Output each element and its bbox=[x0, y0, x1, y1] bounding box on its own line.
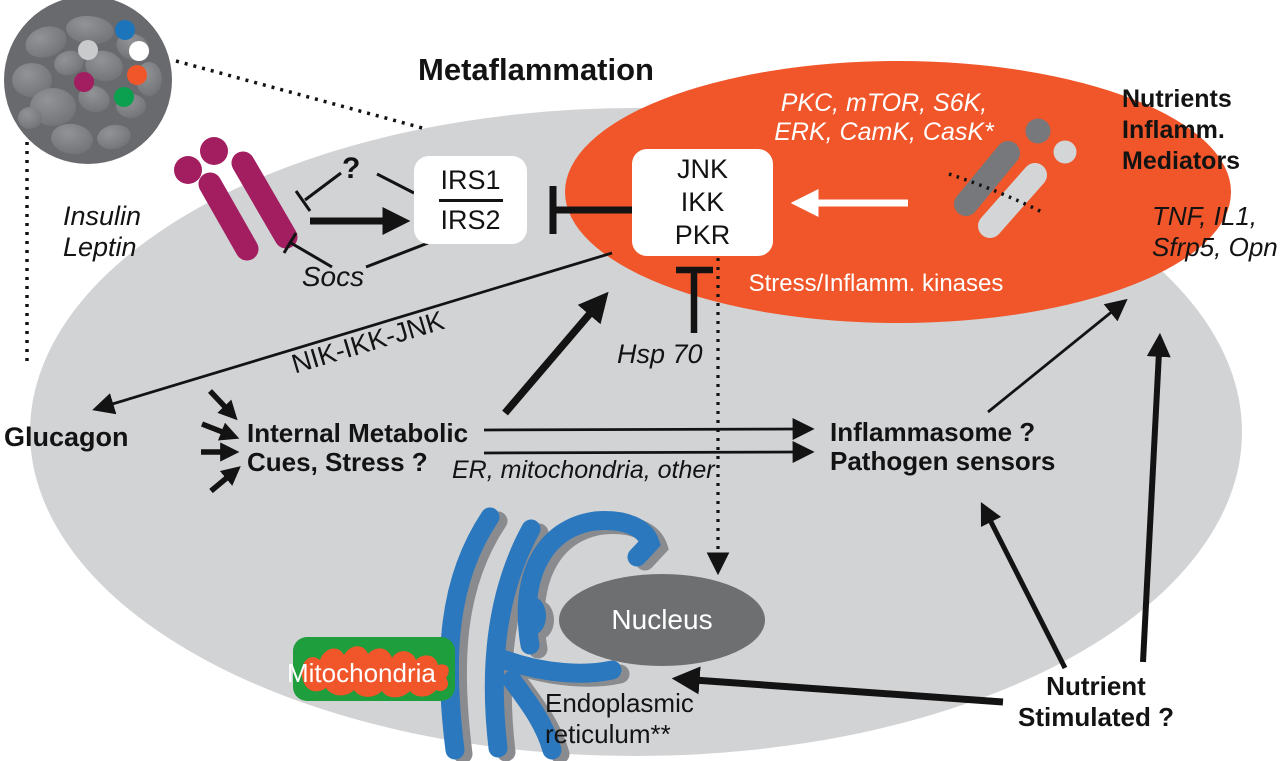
inhibit-kinases-to-irs bbox=[549, 186, 632, 234]
arrow-inflammasome-to-kinases bbox=[987, 298, 1128, 414]
nutrients-label: Nutrients Inflamm. Mediators bbox=[1122, 85, 1241, 175]
pkr-label: PKR bbox=[674, 220, 731, 250]
mediators-label: TNF, IL1, Sfrp5, Opn bbox=[1152, 201, 1278, 262]
irs2-label: IRS2 bbox=[440, 204, 501, 235]
stress-kinase-box: JNK IKK PKR bbox=[632, 149, 773, 256]
tissue-cell-dot-green bbox=[114, 87, 134, 107]
glucagon-label: Glucagon bbox=[4, 422, 129, 452]
er-label: Endoplasmic reticulum** bbox=[545, 688, 694, 749]
arrow-nutrient-to-nucleus bbox=[671, 666, 1004, 706]
arrows-into-internal-cues bbox=[200, 389, 241, 494]
inhibit-hsp70-to-kinases bbox=[676, 266, 713, 333]
arrow-nutrient-to-membrane bbox=[1140, 332, 1171, 663]
nutrient-stimulated-label: Nutrient Stimulated ? bbox=[1017, 671, 1175, 732]
inhibit-unknown-to-receptor bbox=[294, 171, 415, 212]
orange-kinase-list: PKC, mTOR, S6K, ERK, CamK, CasK* bbox=[774, 89, 994, 146]
tissue-cell-dot-silver bbox=[78, 40, 98, 60]
inflammasome-label: Inflammasome ? Pathogen sensors bbox=[830, 417, 1056, 476]
arrow-cues-to-inflammasome-1 bbox=[483, 418, 815, 441]
socs-label: Socs bbox=[301, 261, 365, 292]
mitochondria-label: Mitochondria bbox=[287, 658, 436, 688]
ikk-label: IKK bbox=[680, 187, 725, 217]
insulin-receptor-icon bbox=[174, 137, 298, 261]
irs1-label: IRS1 bbox=[440, 164, 501, 195]
er-icon bbox=[439, 507, 661, 760]
adipose-tissue-icon bbox=[4, 0, 172, 164]
page-title: Metaflammation bbox=[418, 52, 654, 87]
irs-box: IRS1 IRS2 bbox=[414, 156, 527, 244]
nucleus-label: Nucleus bbox=[611, 604, 713, 635]
arrow-cues-to-inflammasome-2 bbox=[483, 441, 815, 464]
tissue-cell-dot-orange bbox=[127, 65, 147, 85]
nutrient-receptor-icon bbox=[948, 118, 1077, 238]
ligand-label: Insulin Leptin bbox=[63, 201, 142, 263]
arrow-nik-ikk-jnk-to-glucagon bbox=[92, 251, 613, 415]
organelle-sources-label: ER, mitochondria, other bbox=[452, 456, 715, 484]
mitochondria-icon bbox=[293, 637, 455, 701]
orange-caption: Stress/Inflamm. kinases bbox=[748, 270, 1004, 297]
tissue-zoom-connectors bbox=[25, 59, 427, 362]
tissue-cell-dot-blue bbox=[115, 20, 135, 40]
internal-cues-label: Internal Metabolic Cues, Stress ? bbox=[247, 418, 469, 477]
inhibit-socs-to-receptor bbox=[282, 232, 429, 269]
jnk-label: JNK bbox=[676, 154, 728, 184]
arrow-cues-to-kinases bbox=[502, 291, 609, 416]
hsp70-label: Hsp 70 bbox=[617, 339, 703, 369]
question-mark-label: ? bbox=[342, 152, 361, 185]
inflammation-zone bbox=[565, 61, 1231, 323]
tissue-cell-dot-white bbox=[129, 41, 149, 61]
tissue-cell-dot-magenta bbox=[74, 72, 94, 92]
arrow-nutrient-to-inflammasome bbox=[980, 501, 1068, 670]
irs-divider bbox=[438, 198, 503, 202]
nucleus-shape bbox=[559, 574, 765, 666]
mitochondria-cristae bbox=[301, 646, 449, 698]
